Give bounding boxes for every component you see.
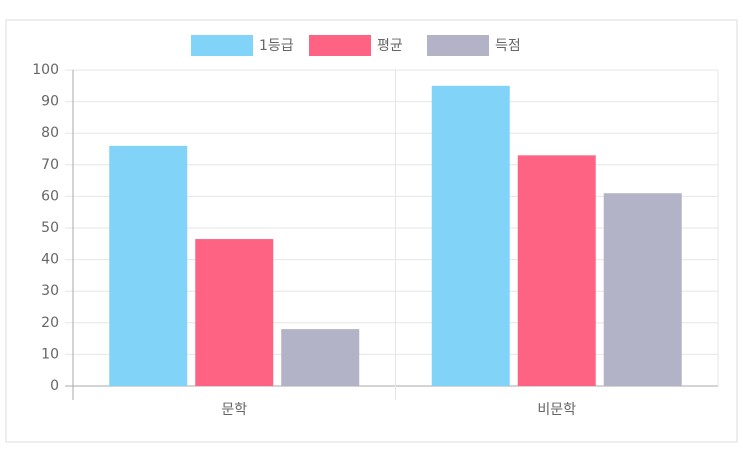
y-tick-label: 60: [41, 188, 59, 204]
legend-swatch: [309, 35, 371, 56]
x-tick-label: 문학: [221, 402, 247, 418]
y-tick-label: 30: [41, 283, 59, 299]
x-tick-label: 비문학: [537, 402, 576, 418]
legend-swatch: [191, 35, 253, 56]
bar: [109, 145, 188, 386]
bar: [517, 155, 596, 386]
bar: [195, 239, 274, 386]
legend-label: 1등급: [259, 38, 294, 54]
legend-label: 평균: [377, 38, 403, 54]
y-tick-label: 20: [41, 315, 59, 331]
y-tick-label: 0: [50, 378, 59, 394]
legend-label: 득점: [495, 38, 521, 54]
y-tick-label: 40: [41, 252, 59, 268]
bar: [431, 85, 510, 387]
bar: [603, 193, 682, 386]
legend-swatch: [427, 35, 489, 56]
bar: [281, 329, 360, 386]
y-tick-label: 90: [41, 94, 59, 110]
y-tick-label: 10: [41, 346, 59, 362]
y-tick-label: 100: [32, 62, 59, 78]
y-tick-label: 80: [41, 125, 59, 141]
y-tick-label: 70: [41, 157, 59, 173]
y-tick-label: 50: [41, 220, 59, 236]
